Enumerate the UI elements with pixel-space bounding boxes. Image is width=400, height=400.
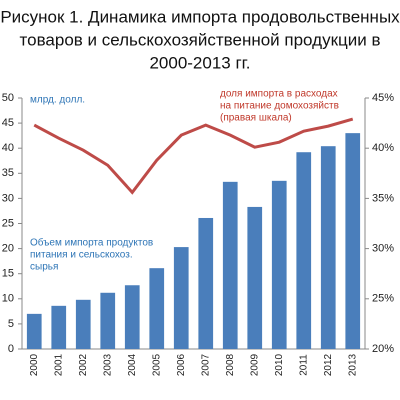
bar bbox=[198, 217, 214, 349]
bar bbox=[75, 299, 91, 349]
line bbox=[33, 117, 354, 195]
y2-tick-label: 20% bbox=[372, 343, 394, 355]
bar bbox=[271, 180, 287, 349]
bar bbox=[296, 152, 312, 349]
annotation: млрд. долл. bbox=[30, 95, 85, 106]
bar bbox=[222, 181, 238, 349]
x-tick-label: 2009 bbox=[249, 353, 260, 376]
bar bbox=[247, 206, 263, 349]
y2-tick-label: 30% bbox=[372, 243, 394, 255]
y2-tick-label: 40% bbox=[372, 142, 394, 154]
bar bbox=[100, 292, 116, 349]
x-tick-label: 2012 bbox=[323, 353, 334, 376]
bar bbox=[173, 247, 189, 349]
bar bbox=[124, 285, 140, 349]
chart-title: товаров и сельскохозяйственной продукции… bbox=[20, 30, 381, 49]
annotation: сырья bbox=[30, 262, 58, 273]
bar bbox=[26, 313, 42, 349]
y-tick-label: 5 bbox=[8, 318, 14, 330]
x-tick-label: 2000 bbox=[29, 353, 40, 376]
y-tick-label: 20 bbox=[2, 243, 14, 255]
y-tick-label: 45 bbox=[2, 117, 14, 129]
annotation: доля импорта в расходах bbox=[220, 89, 338, 100]
annotation: на питание домохозяйств bbox=[220, 101, 339, 112]
y-tick-label: 0 bbox=[8, 343, 14, 355]
x-tick-label: 2005 bbox=[151, 353, 162, 376]
x-tick-label: 2001 bbox=[53, 353, 64, 376]
bar bbox=[345, 133, 361, 349]
bar bbox=[149, 268, 165, 349]
chart-title: Рисунок 1. Динамика импорта продовольств… bbox=[0, 7, 400, 26]
annotation: Объем импорта продуктов bbox=[30, 237, 153, 249]
y2-tick-label: 45% bbox=[372, 92, 394, 104]
bar bbox=[51, 305, 67, 349]
y-tick-label: 30 bbox=[2, 192, 14, 204]
x-tick-label: 2006 bbox=[176, 353, 187, 376]
annotation: питания и сельскохоз. bbox=[30, 250, 133, 261]
annotation: (правая шкала) bbox=[220, 113, 292, 124]
chart-title: 2000-2013 гг. bbox=[149, 53, 250, 72]
y-tick-label: 15 bbox=[2, 268, 14, 280]
x-tick-label: 2002 bbox=[78, 353, 89, 376]
x-tick-label: 2010 bbox=[274, 353, 285, 376]
y-tick-label: 40 bbox=[2, 142, 14, 154]
x-tick-label: 2013 bbox=[347, 353, 358, 376]
x-tick-label: 2011 bbox=[298, 354, 309, 376]
y-tick-label: 35 bbox=[2, 167, 14, 179]
y2-tick-label: 35% bbox=[372, 192, 394, 204]
y-tick-label: 25 bbox=[2, 217, 14, 229]
y-tick-label: 10 bbox=[2, 293, 14, 305]
x-tick-label: 2004 bbox=[127, 353, 138, 376]
bar bbox=[320, 146, 336, 349]
y-tick-label: 50 bbox=[2, 92, 14, 104]
x-tick-label: 2008 bbox=[225, 353, 236, 376]
x-tick-label: 2003 bbox=[102, 353, 113, 376]
y2-tick-label: 25% bbox=[372, 293, 394, 305]
x-tick-label: 2007 bbox=[200, 353, 211, 376]
